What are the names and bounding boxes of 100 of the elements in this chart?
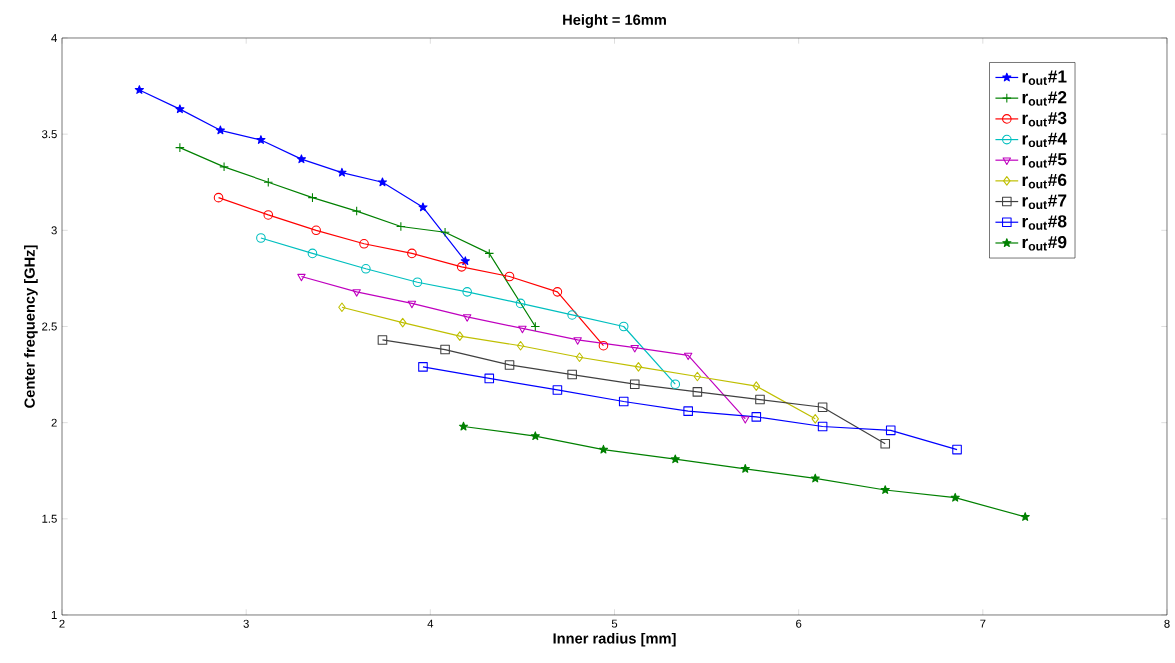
y-tick-label: 3.5 xyxy=(41,130,57,139)
point xyxy=(418,202,428,212)
point xyxy=(683,406,693,416)
point xyxy=(256,135,266,144)
point xyxy=(693,371,702,382)
point xyxy=(352,289,361,297)
point xyxy=(950,492,960,502)
point xyxy=(518,325,527,334)
point xyxy=(516,340,525,351)
point xyxy=(351,206,362,216)
x-tick-label: 6 xyxy=(796,619,802,628)
point xyxy=(567,310,577,320)
point xyxy=(567,369,577,380)
point xyxy=(337,167,347,177)
legend-label: r$_{out}$#4 xyxy=(1022,132,1067,148)
point xyxy=(297,273,306,282)
point xyxy=(396,221,406,232)
point xyxy=(692,387,703,397)
point xyxy=(575,352,584,363)
legend-label: r$_{out}$#5 xyxy=(1022,153,1067,168)
point xyxy=(1020,512,1030,521)
y-axis-title: Center frequency [GHz] xyxy=(24,245,38,408)
point xyxy=(755,394,765,405)
point xyxy=(458,421,469,431)
point xyxy=(256,233,266,243)
point xyxy=(817,402,828,413)
point xyxy=(311,225,321,236)
point xyxy=(552,287,563,297)
point xyxy=(418,362,428,372)
point xyxy=(407,300,417,309)
point xyxy=(219,162,229,172)
point xyxy=(880,439,891,449)
point xyxy=(530,321,541,332)
point xyxy=(752,381,761,391)
x-axis-title: Inner radius [mm] xyxy=(553,632,676,647)
point xyxy=(811,414,819,424)
legend-label: r$_{out}$#3 xyxy=(1022,111,1067,127)
y-tick-label: 1 xyxy=(51,611,57,619)
point xyxy=(630,344,639,353)
point xyxy=(504,360,515,370)
point xyxy=(810,473,820,483)
point xyxy=(215,125,225,135)
point xyxy=(407,248,417,259)
point xyxy=(598,340,609,351)
legend-label: r$_{out}$#1 xyxy=(1022,70,1067,85)
x-tick-label: 5 xyxy=(611,619,618,628)
point xyxy=(338,302,346,313)
point xyxy=(377,335,388,345)
point xyxy=(462,287,472,297)
point xyxy=(213,192,224,203)
y-tick-label: 2 xyxy=(51,418,57,427)
x-tick-label: 2 xyxy=(59,619,65,628)
point xyxy=(134,85,144,94)
point xyxy=(307,248,318,259)
point xyxy=(412,277,423,288)
point xyxy=(484,248,495,259)
x-tick-label: 3 xyxy=(243,619,249,628)
point xyxy=(573,337,582,345)
legend-label: r$_{out}$#6 xyxy=(1022,173,1067,189)
point xyxy=(530,431,540,441)
legend-label: r$_{out}$#8 xyxy=(1022,215,1067,230)
y-tick-label: 1.5 xyxy=(42,514,57,523)
point xyxy=(440,227,450,238)
point xyxy=(552,385,563,395)
point xyxy=(634,362,643,372)
point xyxy=(456,331,464,341)
point xyxy=(263,177,274,188)
point xyxy=(741,416,750,424)
point xyxy=(361,263,371,274)
legend-label: r$_{out}$#2 xyxy=(1022,91,1067,106)
point xyxy=(817,421,828,432)
point xyxy=(377,177,388,187)
x-tick-label: 4 xyxy=(427,619,434,628)
point xyxy=(175,142,185,153)
x-tick-label: 8 xyxy=(1164,619,1170,628)
point xyxy=(359,238,369,249)
point xyxy=(670,454,680,464)
point xyxy=(462,314,472,322)
point xyxy=(880,485,890,494)
x-tick-label: 7 xyxy=(980,619,986,628)
point xyxy=(398,317,407,328)
point xyxy=(440,344,450,355)
point xyxy=(175,104,185,114)
point xyxy=(952,444,962,455)
chart-title: Height = 16mm xyxy=(563,14,666,28)
point xyxy=(751,412,762,422)
point xyxy=(456,262,467,272)
point xyxy=(515,298,526,309)
point xyxy=(885,425,896,436)
y-tick-label: 2.5 xyxy=(42,322,57,331)
legend-label: r$_{out}$#9 xyxy=(1022,235,1067,251)
point xyxy=(263,210,274,220)
point xyxy=(307,192,318,203)
point xyxy=(504,271,515,282)
point xyxy=(598,444,609,454)
point xyxy=(618,396,629,407)
legend-label: r$_{out}$#7 xyxy=(1022,194,1067,210)
point xyxy=(670,379,681,389)
point xyxy=(484,373,495,384)
point xyxy=(740,464,750,473)
